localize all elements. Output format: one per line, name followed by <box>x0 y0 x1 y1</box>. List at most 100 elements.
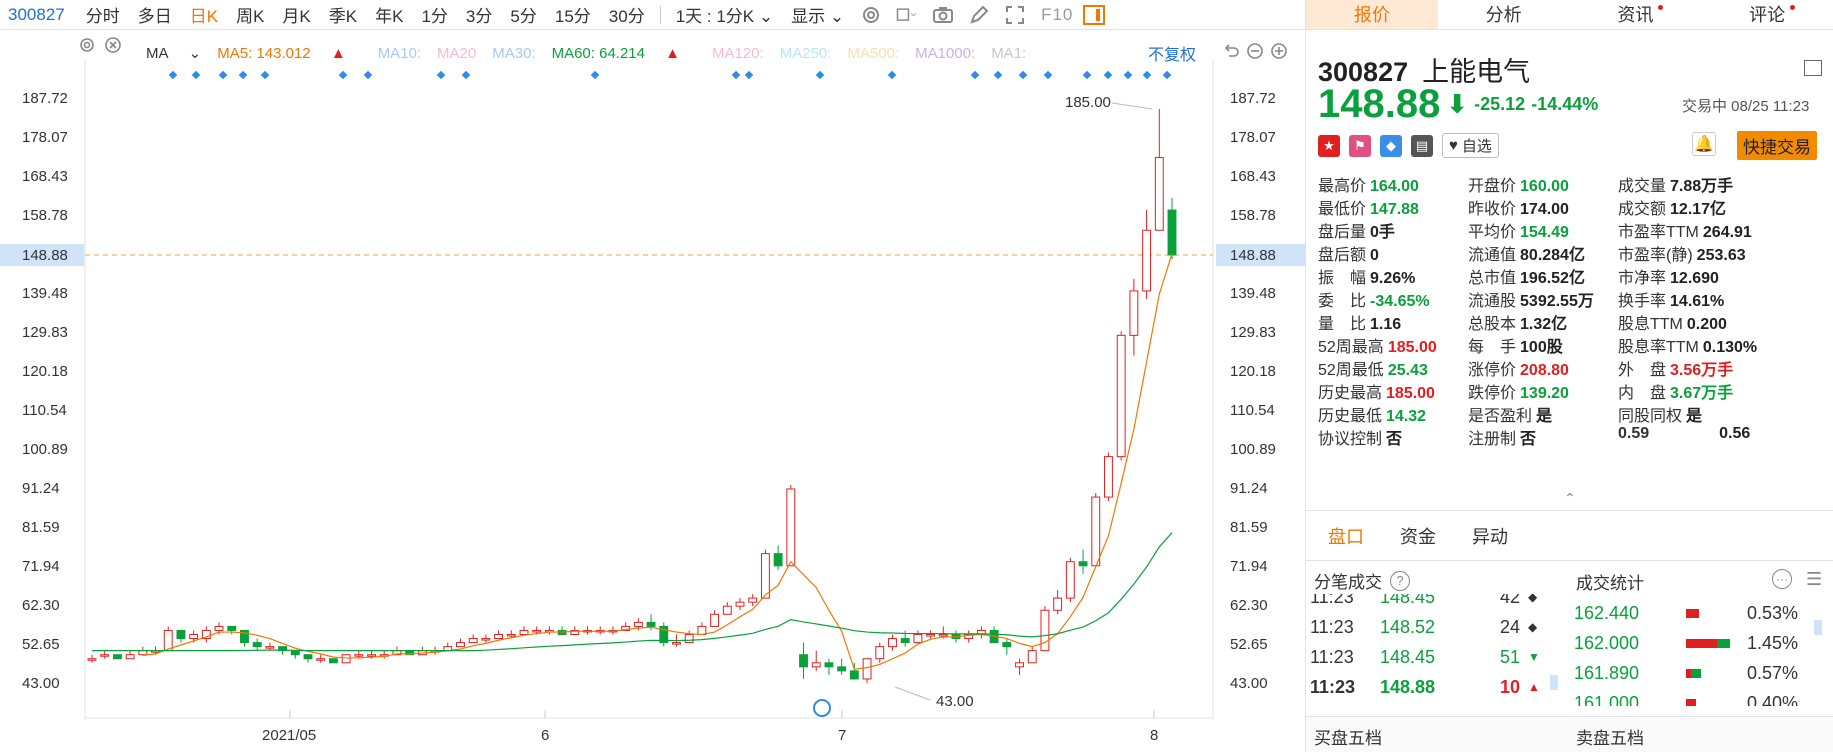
period-5[interactable]: 季K <box>328 7 358 26</box>
period-1[interactable]: 多日 <box>137 7 172 26</box>
help-icon[interactable]: ? <box>1390 570 1410 591</box>
zoom-in-icon[interactable] <box>1270 42 1288 65</box>
event-icon[interactable] <box>813 699 831 717</box>
quote-field: 股息率TTM 0.130% <box>1618 339 1758 356</box>
candle-body <box>1167 209 1177 256</box>
list-icon[interactable]: ☰ <box>1806 569 1823 589</box>
quote-field: 52周最低 25.43 <box>1318 362 1428 379</box>
quote-field: 同股同权是 <box>1618 408 1703 425</box>
candle-body <box>646 621 656 627</box>
f10-button[interactable]: F10 <box>1041 4 1074 24</box>
period-2[interactable]: 日K <box>189 7 219 26</box>
stats-row: 162.000 1.45% <box>1574 632 1798 653</box>
y-tick-label: 168.43 <box>1230 168 1276 185</box>
close-icon[interactable] <box>104 36 122 59</box>
candle-body <box>252 642 262 648</box>
quote-tab-3[interactable]: 评论 <box>1701 0 1833 29</box>
y-tick-label: 43.00 <box>22 675 60 692</box>
period-0[interactable]: 分时 <box>85 7 120 26</box>
candle-body <box>1104 456 1113 498</box>
indicator-type[interactable]: MA ⌄ <box>146 45 202 62</box>
period-4[interactable]: 月K <box>282 7 311 26</box>
flag-icon[interactable]: ★ <box>1318 134 1340 157</box>
tag-icon[interactable]: ◆ <box>1380 134 1402 157</box>
candle-body <box>341 654 351 664</box>
undo-icon[interactable] <box>1222 42 1240 65</box>
candle-body <box>176 629 186 640</box>
ma-legend: MA ⌄ MA5: 143.012 ▲ MA10: MA20 MA30: MA6… <box>146 40 1371 66</box>
settings-icon[interactable] <box>860 4 882 26</box>
quote-tab-1[interactable]: 分析 <box>1485 5 1522 25</box>
ma-controls <box>78 36 122 59</box>
settings-icon[interactable] <box>78 36 96 59</box>
candle-body <box>354 654 364 657</box>
stats-title: 成交统计 <box>1576 574 1644 593</box>
sub-tab-0[interactable]: 盘口 <box>1328 527 1364 547</box>
candle-body <box>316 658 326 661</box>
scrollbar[interactable] <box>1814 620 1822 635</box>
candle-body <box>722 605 732 615</box>
bell-icon[interactable]: 🔔 <box>1692 132 1716 156</box>
square-dropdown-icon[interactable] <box>896 4 918 26</box>
y-tick-label: 187.72 <box>22 90 68 107</box>
quote-field: 内 盘 3.67万手 <box>1618 385 1734 402</box>
quote-tab-0[interactable]: 报价 <box>1306 0 1438 29</box>
candle-body <box>112 654 122 660</box>
period-7[interactable]: 1分 <box>421 7 448 26</box>
x-tick-label: 7 <box>838 727 846 744</box>
quote-tab-2[interactable]: 资讯 <box>1570 0 1702 29</box>
event-marker <box>168 70 178 80</box>
period-9[interactable]: 5分 <box>510 7 537 26</box>
watchlist-button[interactable]: ♥ 自选 <box>1442 133 1499 158</box>
stock-code[interactable]: 300827 <box>8 4 65 24</box>
quote-field: 总股本 1.32亿 <box>1468 316 1568 333</box>
candle-body <box>1091 496 1101 567</box>
layout-icon[interactable] <box>1804 60 1822 76</box>
pen-icon[interactable] <box>968 4 990 26</box>
y-tick-label: 91.24 <box>22 480 60 497</box>
stats-row: 161.000 0.40% <box>1574 692 1798 706</box>
period-11[interactable]: 30分 <box>608 7 645 26</box>
tick-row: 11:23 148.88 10 ▲ <box>1310 676 1540 697</box>
ma250-label: MA250: <box>779 44 832 62</box>
current-price-tag <box>0 244 84 267</box>
stats-list[interactable]: 162.440 0.53% 162.000 1.45% 161.890 0.57% 161.… <box>1574 600 1804 706</box>
more-icon[interactable]: ··· <box>1772 569 1792 589</box>
y-tick-label: 71.94 <box>22 558 60 575</box>
fq-toggle[interactable]: 不复权 <box>1148 47 1197 64</box>
camera-icon[interactable] <box>932 4 954 26</box>
period-8[interactable]: 3分 <box>465 7 493 26</box>
candle-body <box>570 629 580 635</box>
sub-tab-2[interactable]: 异动 <box>1472 527 1508 547</box>
candle-body <box>1116 334 1126 458</box>
candle-body <box>494 633 504 640</box>
panel-toggle-icon[interactable] <box>1083 4 1106 25</box>
period-6[interactable]: 年K <box>375 7 404 26</box>
scrollbar[interactable] <box>1550 675 1558 690</box>
sub-tab-1[interactable]: 资金 <box>1400 527 1436 547</box>
event-marker <box>338 70 348 80</box>
collapse-icon[interactable]: ⌃ <box>1564 490 1576 506</box>
candle-body <box>773 553 783 567</box>
note-icon[interactable]: ▤ <box>1411 134 1433 157</box>
candle-body <box>659 625 669 644</box>
period-10[interactable]: 15分 <box>554 7 591 26</box>
range-select[interactable]: 1天 : 1分K ⌄ <box>675 7 774 26</box>
candle-body <box>799 654 808 668</box>
kline-chart[interactable]: 187.72 187.72 178.07 178.07 168.43 168.43 158.… <box>0 60 1305 752</box>
runner-icon[interactable]: ⚑ <box>1349 134 1371 157</box>
event-marker <box>238 70 248 80</box>
quote-field: 最高价 164.00 <box>1318 178 1419 195</box>
sell5-label: 卖盘五档 <box>1576 729 1644 748</box>
divider <box>1306 560 1833 561</box>
tick-list[interactable]: 11:23 148.45 42 ◆ 11:23 148.52 24 ◆ 11:23 148.45 5… <box>1310 594 1560 706</box>
ma120-label: MA120: <box>712 44 764 62</box>
display-dropdown[interactable]: 显示 ⌄ <box>791 7 845 26</box>
zoom-out-icon[interactable] <box>1246 42 1264 65</box>
period-3[interactable]: 周K <box>236 7 265 26</box>
quick-trade-button[interactable]: 快捷交易 <box>1737 131 1817 160</box>
fullscreen-icon[interactable] <box>1004 4 1026 26</box>
candle-body <box>1078 561 1088 567</box>
candle-body <box>1053 597 1063 611</box>
y-tick-label: 100.89 <box>22 441 68 458</box>
